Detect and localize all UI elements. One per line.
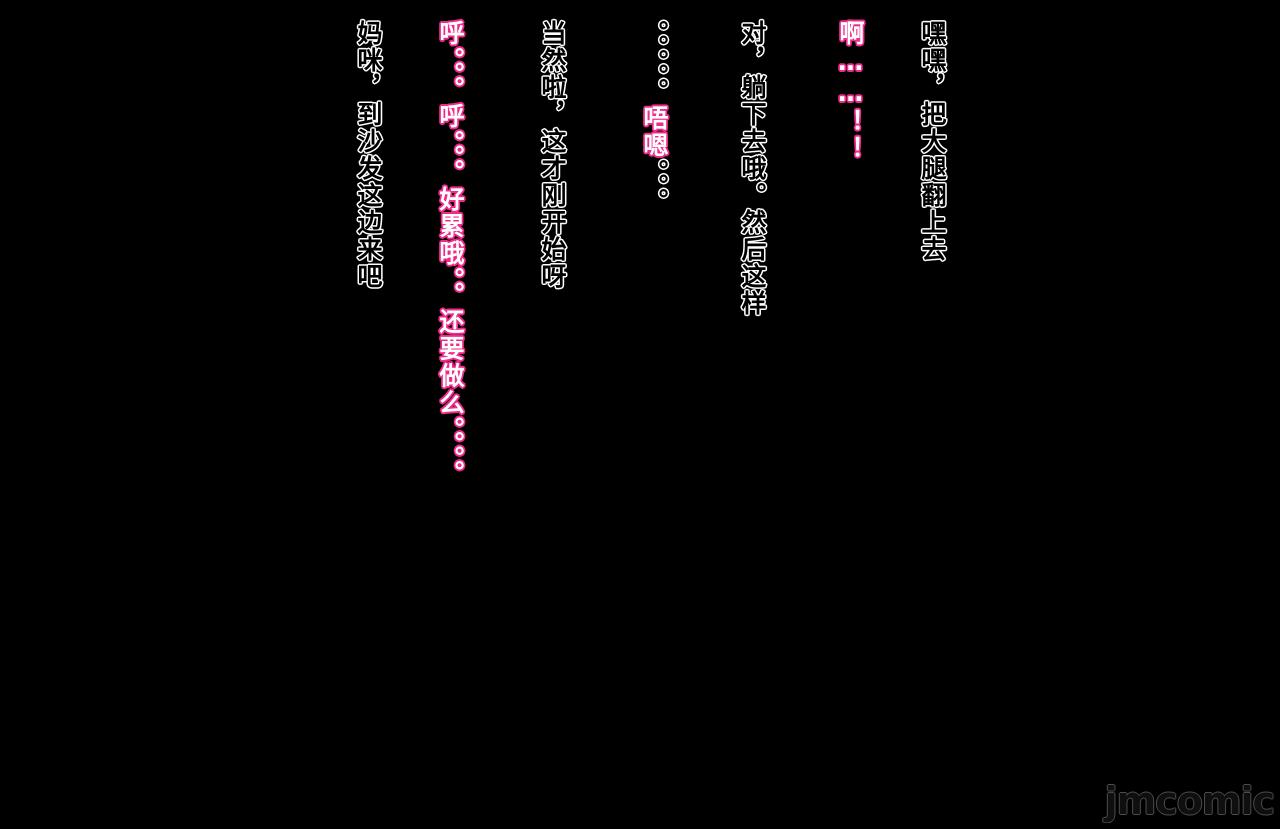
dialogue-line-4-dots: 。。。。。 <box>640 20 669 105</box>
dialogue-line-6: 呼。。。呼。。。好累哦。。还要做么。。。。 <box>436 20 465 487</box>
dialogue-line-1: 嘿嘿，把大腿翻上去 <box>918 20 947 263</box>
dialogue-line-5: 当然啦，这才刚开始呀 <box>538 20 567 290</box>
dialogue-line-3: 对，躺下去哦。然后这样 <box>738 20 767 317</box>
watermark-logo: jmcomic <box>1104 779 1275 823</box>
dialogue-line-4-word: 唔嗯 <box>640 105 669 159</box>
dialogue-line-4-tail: 。。。 <box>640 159 669 215</box>
dialogue-line-2: 啊……！！ <box>836 20 865 163</box>
dialogue-line-7: 妈咪，到沙发这边来吧 <box>354 20 383 290</box>
dialogue-line-4: 。。。。。唔嗯。。。 <box>640 20 669 215</box>
